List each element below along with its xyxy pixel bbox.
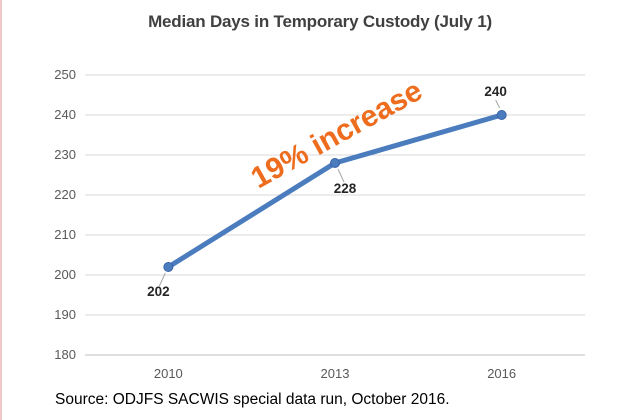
source-note: Source: ODJFS SACWIS special data run, O… — [55, 391, 450, 408]
data-label-leader-line — [337, 168, 345, 183]
data-point-marker — [496, 110, 507, 120]
page-left-edge-line — [0, 0, 2, 420]
data-point-marker — [330, 158, 340, 168]
data-point-marker — [163, 262, 174, 272]
data-label-leader-line — [495, 99, 501, 109]
chart-title: Median Days in Temporary Custody (July 1… — [148, 12, 492, 31]
data-label-leader-line — [158, 272, 166, 287]
